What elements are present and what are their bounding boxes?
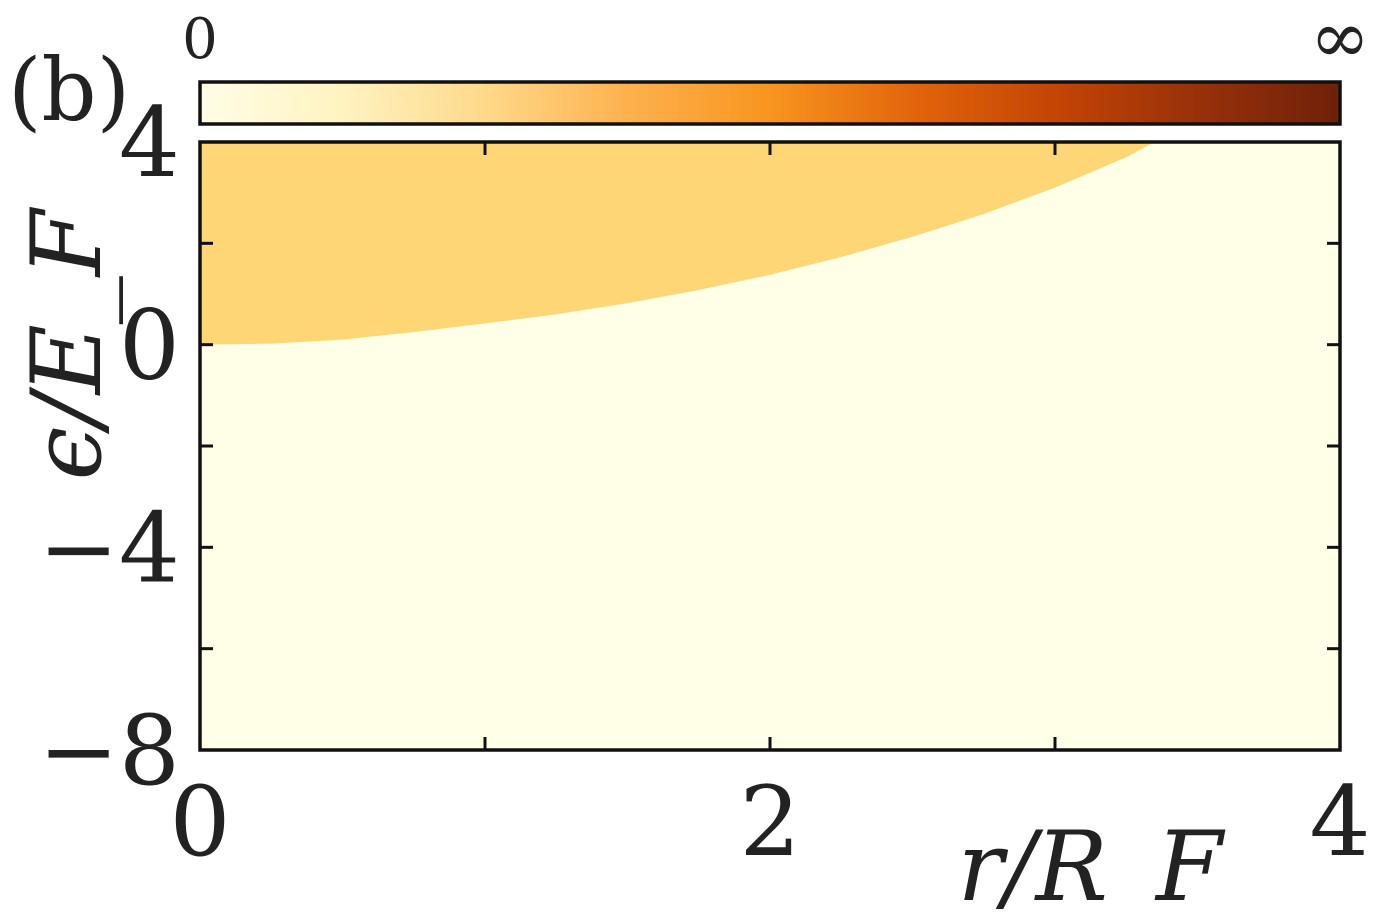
y-tick-label: −8 — [38, 695, 180, 807]
x-tick-label: 0 — [169, 766, 230, 878]
colorbar-max-label: ∞ — [1310, 0, 1370, 79]
y-tick-label: 4 — [119, 87, 180, 199]
colorbar: 0 ∞ — [182, 0, 1370, 126]
ticks — [198, 140, 1342, 752]
x-axis-label: r/R_F — [957, 811, 1226, 912]
upper-region — [200, 142, 1155, 345]
y-tick-label: 0 — [119, 290, 180, 402]
x-tick-label: 2 — [739, 766, 800, 878]
tick-labels: 0 2 4 4 0 −4 −8 — [38, 87, 1370, 878]
plot-area — [200, 142, 1340, 750]
panel-label: (b) — [8, 41, 130, 141]
x-tick-label: 4 — [1309, 766, 1370, 878]
y-axis-label: ϵ/E_F — [11, 206, 123, 480]
colorbar-min-label: 0 — [182, 7, 218, 72]
colorbar-gradient — [198, 80, 1342, 126]
y-tick-label: −4 — [38, 492, 180, 604]
